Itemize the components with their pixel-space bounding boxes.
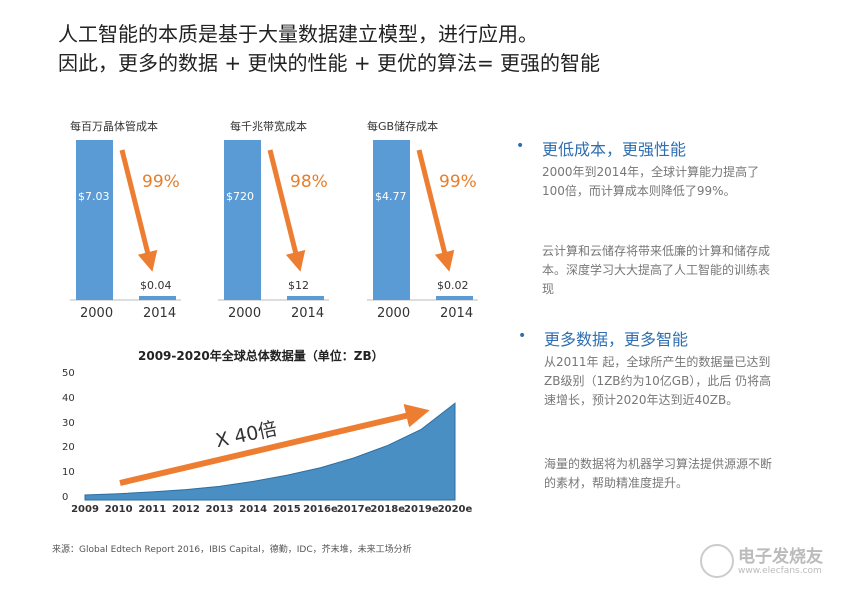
title-line-1: 人工智能的本质是基于大量数据建立模型，进行应用。: [58, 22, 538, 46]
x-tick-label: 2015: [272, 504, 301, 515]
x-tick-label: 2000: [228, 306, 262, 321]
section-heading-cost: 更低成本，更强性能: [542, 140, 687, 159]
logo-url: www.elecfans.com: [738, 566, 822, 576]
logo-icon: [700, 544, 734, 578]
bar-chart-title: 每GB储存成本: [367, 120, 439, 133]
data-label: $720: [226, 190, 254, 203]
data-label: $12: [288, 279, 309, 292]
decrease-percent: 98%: [290, 172, 328, 192]
x-tick-label: 2014: [440, 306, 474, 321]
section-para: 2000年到2014年，全球计算能力提高了100倍，而计算成本则降低了99%。: [542, 165, 760, 198]
data-label: $7.03: [78, 190, 110, 203]
x-tick-label: 2000: [377, 306, 411, 321]
x-tick-label: 2014: [143, 306, 177, 321]
area-series: [84, 402, 456, 501]
bar: [287, 296, 324, 300]
x-tick-label: 2009: [71, 504, 99, 515]
section-para: 海量的数据将为机器学习算法提供源源不断的素材，帮助精准度提升。: [544, 457, 773, 490]
x-tick-label: 2016e: [303, 504, 338, 515]
data-label: $0.04: [140, 279, 172, 292]
section-para: 云计算和云储存将带来低廉的计算和储存成本。深度学习大大提高了人工智能的训练表现: [542, 244, 771, 296]
decrease-arrow: [416, 149, 455, 272]
x-tick-label: 2011: [138, 504, 167, 515]
elecfans-logo: 电子发烧友 www.elecfans.com: [700, 540, 835, 582]
bar: [373, 140, 410, 300]
x-tick-label: 2018e: [370, 504, 406, 515]
bullet: •: [516, 138, 525, 154]
y-tick-label: 30: [62, 417, 75, 429]
data-label: $4.77: [375, 190, 407, 203]
bar-chart-title: 每百万晶体管成本: [70, 120, 158, 133]
x-tick-label: 2013: [205, 504, 234, 515]
logo-name: 电子发烧友: [738, 547, 823, 567]
x-tick-label: 2014: [291, 306, 325, 321]
decrease-arrow: [119, 149, 158, 272]
bar: [224, 140, 261, 300]
y-tick-label: 50: [62, 368, 75, 379]
section-heading-data: 更多数据，更多智能: [544, 330, 689, 349]
x-tick-label: 2017e: [336, 504, 372, 515]
decrease-arrow: [267, 149, 306, 272]
x-tick-label: 2010: [104, 504, 133, 515]
decrease-percent: 99%: [439, 172, 477, 192]
y-tick-label: 20: [62, 442, 75, 454]
y-tick-label: 0: [62, 492, 69, 503]
x-tick-label: 2014: [239, 504, 268, 515]
y-tick-label: 40: [62, 392, 75, 404]
x-tick-label: 2020e: [437, 504, 473, 515]
source-note: 来源：Global Edtech Report 2016，IBIS Capita…: [52, 545, 412, 555]
bar: [139, 296, 176, 300]
decrease-percent: 99%: [142, 172, 180, 192]
area-chart-title: 2009-2020年全球总体数据量（单位：ZB）: [138, 349, 384, 363]
bar-chart-title: 每千兆带宽成本: [230, 120, 307, 133]
bullet: •: [518, 328, 527, 344]
y-tick-label: 10: [62, 467, 75, 479]
title-line-2: 因此，更多的数据 + 更快的性能 + 更优的算法= 更强的智能: [58, 51, 601, 75]
section-para: 从2011年 起，全球所产生的数据量已达到ZB级别（1ZB约为10亿GB），此后…: [544, 355, 772, 407]
bar: [436, 296, 473, 300]
growth-arrow: [119, 404, 430, 486]
x-tick-label: 2012: [171, 504, 200, 515]
data-label: $0.02: [437, 279, 469, 292]
x-tick-label: 2019e: [404, 504, 439, 515]
x-tick-label: 2000: [80, 306, 114, 321]
bar: [76, 140, 113, 300]
